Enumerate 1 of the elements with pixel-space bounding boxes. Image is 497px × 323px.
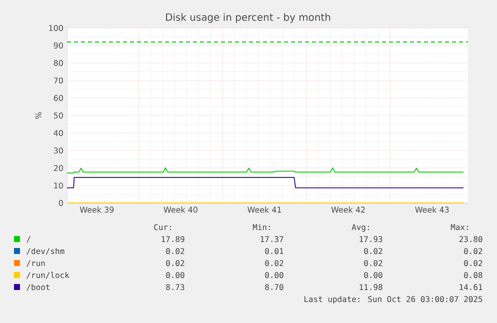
- chart-title: Disk usage in percent - by month: [166, 13, 330, 23]
